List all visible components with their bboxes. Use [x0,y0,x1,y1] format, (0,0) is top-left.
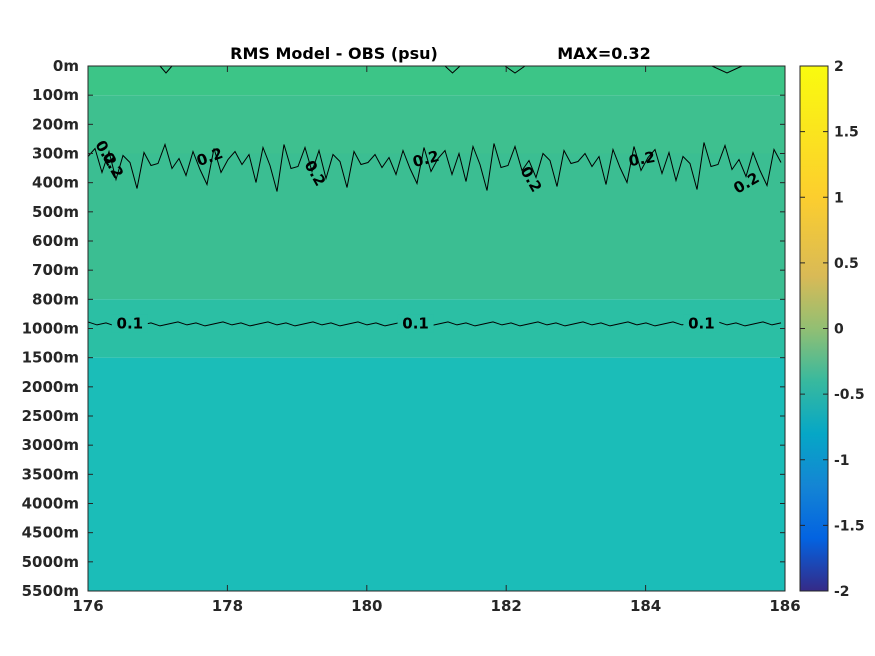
y-tick-label: 2500m [22,407,79,425]
chart-title: RMS Model - OBS (psu) [230,44,438,63]
contour-label: 0.1 [117,314,144,332]
field-band [88,357,785,591]
x-tick-label: 178 [212,597,243,615]
colorbar-tick-label: -0.5 [834,387,865,403]
contour-label-gap [397,314,434,333]
y-tick-label: 5500m [22,582,79,600]
contour-label-gap [683,314,720,333]
contour-line-0-1 [87,321,782,327]
y-tick-label: 4000m [22,495,79,513]
y-tick-label: 2000m [22,378,79,396]
colorbar-tick-label: 1 [834,190,844,206]
y-tick-label: 600m [32,232,79,250]
colorbar-tick-label: -1.5 [834,518,865,534]
y-tick-label: 3000m [22,436,79,454]
y-tick-label: 800m [32,290,79,308]
contour-label: 0.1 [688,314,715,332]
y-tick-label: 0m [53,57,79,75]
field-band [88,95,785,154]
max-annotation: MAX=0.32 [557,44,651,63]
y-tick-label: 5000m [22,553,79,571]
field-band [88,153,785,300]
y-tick-label: 500m [32,203,79,221]
x-tick-label: 184 [630,597,661,615]
y-tick-label: 3500m [22,465,79,483]
x-tick-label: 182 [491,597,522,615]
colorbar-tick-label: 1.5 [834,125,859,141]
contour-line-fragment [504,65,526,74]
contour-label: 0.2 [627,148,656,170]
y-tick-label: 400m [32,174,79,192]
contour-label: 0.1 [402,314,429,332]
y-axis: 0m 100m 200m 300m 400m 500m 600m 700m 800m 1000m 1… [22,57,785,600]
contour-line-fragment [159,65,173,74]
colorbar-tick-label: -2 [834,584,850,600]
plot-area [88,66,785,591]
contour-line-fragment [711,65,743,74]
field-band [88,299,785,358]
y-tick-label: 100m [32,86,79,104]
y-tick-label: 300m [32,145,79,163]
y-tick-label: 1500m [22,349,79,367]
x-tick-label: 176 [72,597,103,615]
y-tick-label: 200m [32,115,79,133]
y-tick-label: 700m [32,261,79,279]
x-tick-label: 180 [351,597,382,615]
colorbar-tick-label: 0 [834,322,844,338]
colorbar-tick-label: 2 [834,59,844,75]
contour-lines [87,65,782,327]
colorbar-tick-label: -1 [834,453,850,469]
y-tick-label: 1000m [22,320,79,338]
colorbar-tick-label: 0.5 [834,256,859,272]
field-band [88,66,785,96]
contour-label-gap [111,314,148,333]
colorbar-axis: 2 1.5 1 0.5 0 -0.5 -1 -1.5 -2 [800,59,865,600]
y-tick-label: 4500m [22,524,79,542]
contour-line-fragment [444,65,461,74]
x-axis: 176 178 180 182 184 186 [72,66,801,615]
contour-line-0-2 [87,142,782,192]
x-tick-label: 186 [769,597,800,615]
